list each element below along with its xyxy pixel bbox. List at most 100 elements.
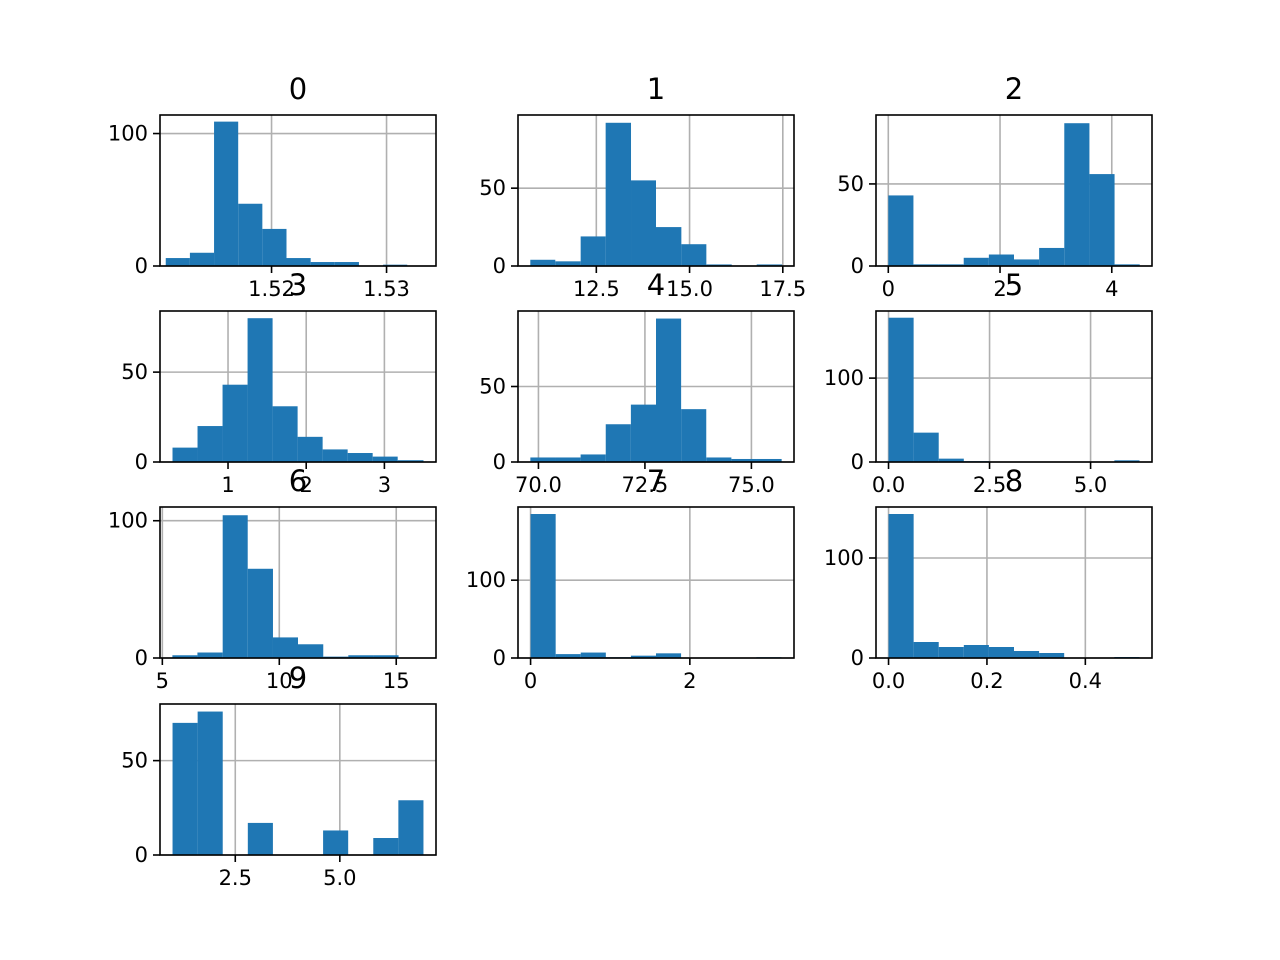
histogram-bar — [197, 652, 223, 658]
histogram-bar — [605, 122, 632, 266]
histogram-bar — [172, 655, 198, 658]
histogram-bar — [605, 424, 631, 462]
x-tick-label: 3 — [378, 473, 391, 497]
histogram-bar — [681, 244, 707, 266]
x-tick-label: 1.52 — [248, 277, 295, 301]
y-tick-label: 100 — [824, 546, 864, 570]
axes-frame — [875, 114, 1153, 267]
subplot-title: 1 — [647, 72, 665, 106]
histogram-bar — [580, 652, 606, 658]
x-tick-label: 17.5 — [759, 277, 806, 301]
histogram-bar — [189, 252, 215, 266]
histogram-bar — [1114, 460, 1140, 462]
y-tick-label: 0 — [135, 450, 148, 474]
histogram-bar — [272, 406, 298, 462]
histogram-bar — [988, 647, 1014, 658]
histogram-bar — [373, 655, 399, 658]
y-tick-label: 0 — [135, 843, 148, 867]
histogram-4: 70.0 72.5 75.0 0 50 4 — [479, 268, 795, 497]
y-tick-label: 100 — [108, 122, 148, 146]
histogram-bar — [172, 722, 198, 855]
histogram-bar — [1089, 174, 1115, 266]
x-tick-label: 12.5 — [573, 277, 620, 301]
axes-frame — [159, 310, 437, 463]
y-tick-label: 0 — [135, 646, 148, 670]
histogram-bar — [555, 654, 581, 658]
subplot-title: 6 — [289, 464, 307, 498]
histogram-9: 2.5 5.0 0 50 9 — [121, 661, 437, 890]
subplot-title: 0 — [289, 72, 307, 106]
histogram-bar — [555, 261, 581, 266]
x-tick-label: 15 — [383, 669, 410, 693]
x-tick-label: 0.2 — [970, 669, 1003, 693]
histogram-bar — [963, 257, 989, 266]
histogram-1: 12.5 15.0 17.5 0 50 1 — [479, 72, 806, 301]
y-tick-label: 50 — [479, 176, 506, 200]
histogram-bar — [913, 264, 939, 266]
histogram-bar — [222, 515, 248, 658]
x-tick-label: 5.0 — [323, 866, 356, 890]
histogram-bar — [913, 642, 939, 658]
histogram-bar — [372, 456, 398, 462]
histogram-bar — [1014, 259, 1040, 266]
x-tick-label: 15.0 — [666, 277, 713, 301]
histogram-bar — [214, 121, 239, 267]
axes-frame — [517, 114, 795, 267]
histogram-3: 1 2 3 0 50 3 — [121, 268, 437, 497]
histogram-bar — [580, 454, 606, 462]
subplot-title: 4 — [647, 268, 665, 302]
histogram-bar — [1039, 247, 1065, 266]
histogram-bar — [247, 318, 273, 462]
histogram-bar — [165, 258, 190, 266]
x-tick-label: 10 — [266, 669, 293, 693]
histogram-bar — [1039, 653, 1065, 658]
subplot-title: 2 — [1005, 72, 1023, 106]
histogram-bar — [938, 458, 964, 462]
histogram-bar — [238, 203, 263, 266]
histogram-bar — [756, 458, 782, 462]
y-tick-label: 100 — [108, 509, 148, 533]
histogram-bar — [298, 644, 324, 658]
y-tick-label: 0 — [851, 450, 864, 474]
histogram-bar — [706, 457, 732, 462]
subplot-title: 9 — [289, 661, 307, 695]
y-tick-label: 50 — [837, 172, 864, 196]
histogram-7: 0 2 0 100 7 — [466, 464, 795, 693]
y-tick-label: 100 — [466, 568, 506, 592]
histogram-bar — [938, 647, 964, 658]
histogram-bar — [297, 436, 323, 462]
x-tick-label: 0 — [524, 669, 537, 693]
axes-frame — [159, 506, 437, 659]
axes-frame — [517, 506, 795, 659]
x-tick-label: 0.4 — [1069, 669, 1102, 693]
histogram-bar — [555, 457, 581, 462]
histogram-bar — [310, 262, 335, 266]
histogram-bar — [334, 262, 359, 266]
x-tick-label: 1.53 — [363, 277, 410, 301]
y-tick-label: 50 — [479, 375, 506, 399]
x-tick-label: 0.0 — [872, 669, 905, 693]
histogram-bar — [530, 514, 556, 658]
histogram-bar — [247, 568, 273, 658]
histogram-bar — [1064, 123, 1090, 267]
histogram-bar — [286, 258, 311, 266]
x-tick-label: 70.0 — [515, 473, 562, 497]
y-tick-label: 0 — [851, 646, 864, 670]
x-tick-label: 0.0 — [872, 473, 905, 497]
histogram-bar — [888, 514, 914, 658]
histogram-bar — [398, 800, 424, 855]
y-tick-label: 50 — [121, 749, 148, 773]
histogram-bar — [913, 432, 939, 462]
histogram-bar — [938, 264, 964, 266]
x-tick-label: 2 — [683, 669, 696, 693]
histogram-bar — [1114, 264, 1140, 266]
x-tick-label: 4 — [1105, 277, 1118, 301]
histogram-bar — [631, 180, 656, 266]
axes-frame — [875, 506, 1153, 659]
histogram-0: 1.52 1.53 0 100 0 — [108, 72, 437, 301]
histogram-bar — [197, 426, 223, 462]
histogram-bar — [323, 830, 349, 855]
subplot-title: 5 — [1005, 268, 1023, 302]
histogram-bar — [888, 195, 914, 266]
y-tick-label: 0 — [851, 254, 864, 278]
